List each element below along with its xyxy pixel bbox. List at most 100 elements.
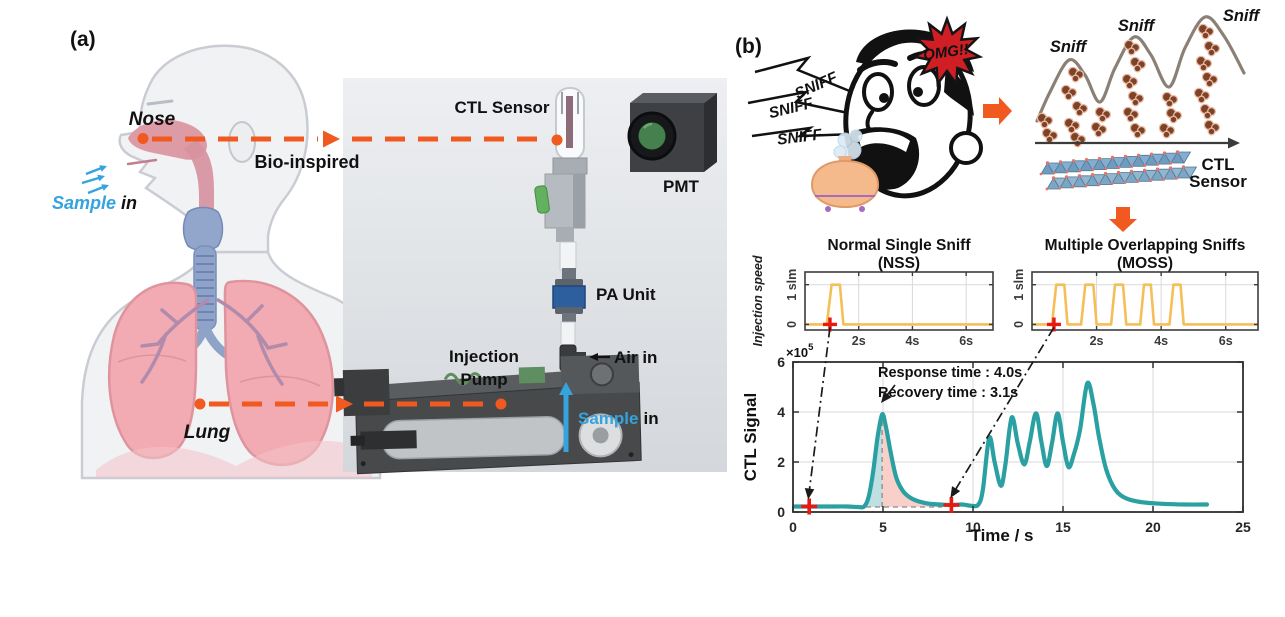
odor-molecule xyxy=(1063,117,1081,134)
sensor-axis-arrowhead xyxy=(1228,137,1240,149)
diffuser-foot-right xyxy=(859,206,865,212)
x-tick-label: 2s xyxy=(852,334,866,348)
molecule-atom xyxy=(1205,79,1214,88)
syringe-plunger xyxy=(360,430,417,450)
larynx xyxy=(182,206,224,252)
injection-pump-label-line2: Pump xyxy=(460,370,507,389)
injection-start-marker xyxy=(943,497,960,513)
molecule-atom xyxy=(1133,130,1142,139)
odor-molecule xyxy=(1199,103,1217,120)
sniff-motion-lines xyxy=(747,55,857,138)
odor-molecule xyxy=(1193,87,1211,104)
pump-roller-hub xyxy=(592,427,609,444)
sample-word: Sample xyxy=(52,193,116,213)
in-word: in xyxy=(121,193,137,213)
sample-in-label: Sample in xyxy=(52,193,137,213)
connector-line xyxy=(954,326,1055,491)
pa-top-knob xyxy=(562,268,576,280)
tube-lower xyxy=(560,321,576,347)
sniff-peak-label-3: Sniff xyxy=(1223,7,1261,25)
pmt-lens-green xyxy=(638,122,666,150)
x-tick-label: 4s xyxy=(1154,334,1168,348)
lattice-atom xyxy=(1103,171,1108,176)
connector-arrowhead xyxy=(804,488,815,500)
lattice-atom xyxy=(1045,187,1049,191)
mist-puff xyxy=(833,129,863,160)
moss-subtitle: (MOSS) xyxy=(1117,255,1173,272)
connector-arrowhead xyxy=(950,486,961,498)
x-tick-label: 6s xyxy=(1219,334,1233,348)
lattice-atom xyxy=(1136,153,1141,157)
molecule-atom xyxy=(1040,120,1049,129)
valve-green-handle xyxy=(534,185,550,214)
main-y-axis-label: CTL Signal xyxy=(741,393,760,481)
bronchial-branches xyxy=(140,298,288,386)
pump-sample-in-label: Sample in xyxy=(578,409,659,428)
x-tick-label: 20 xyxy=(1145,519,1161,535)
lattice-atom xyxy=(1129,169,1134,174)
sensor-inner-rod xyxy=(566,96,573,148)
axes-box xyxy=(1031,271,1259,331)
instrument-panel xyxy=(333,78,727,475)
odor-molecule xyxy=(1127,90,1145,107)
odor-molecule xyxy=(1201,71,1219,88)
pa-top-flange xyxy=(555,279,583,286)
y-tick-label: 6 xyxy=(777,354,785,370)
lattice-atom xyxy=(1110,182,1114,185)
omg-starburst xyxy=(910,15,984,88)
odor-molecule xyxy=(1090,121,1108,138)
pump-screw-right xyxy=(628,452,634,458)
valve-block-shade xyxy=(573,174,585,228)
trachea-ridges xyxy=(196,255,214,321)
connector-line xyxy=(885,384,896,397)
lattice-atom xyxy=(1071,159,1076,163)
odor-molecule xyxy=(1122,106,1140,123)
lattice-atom xyxy=(1175,150,1180,154)
lattice-atom xyxy=(1123,154,1128,159)
pmt-side-face xyxy=(704,93,717,172)
lattice-atom xyxy=(1065,170,1069,174)
molecule-atom xyxy=(1126,114,1135,123)
pump-left-cap xyxy=(342,368,390,417)
odor-molecule xyxy=(1195,55,1213,72)
sensor-axis-arrowhead xyxy=(1228,137,1240,149)
pa-unit-cylinder xyxy=(552,285,586,309)
omg-star-shape xyxy=(910,15,984,88)
x-tick-label: 6s xyxy=(959,334,973,348)
x-tick-label: 0 xyxy=(789,519,797,535)
lattice-atom xyxy=(1149,178,1153,182)
cartoon-ear xyxy=(949,131,983,165)
molecule-atom xyxy=(1127,47,1136,56)
odor-molecule xyxy=(1041,127,1059,144)
lattice-atom xyxy=(1168,166,1173,170)
odor-molecule xyxy=(1069,131,1087,148)
pmt-device xyxy=(627,93,717,172)
omg-label: OMG!! xyxy=(922,41,970,64)
odor-molecule xyxy=(1060,84,1078,101)
panel-b: (b) OMG!! SNIFF SNIFF SNIF xyxy=(735,7,1261,545)
pa-unit-label: PA Unit xyxy=(596,285,656,304)
x-tick-label: 2s xyxy=(1090,334,1104,348)
injection-pump-label-line1: Injection xyxy=(449,347,519,366)
moss-title: Multiple Overlapping Sniffs xyxy=(1045,237,1246,254)
sniff-shout-3: SNIFF xyxy=(776,126,823,148)
x-tick-label: 10 xyxy=(965,519,981,535)
chart-connector-arrows xyxy=(804,326,1055,500)
lattice-atom xyxy=(1091,168,1095,172)
eyebrow-line xyxy=(146,99,174,106)
pump-anchor-dot xyxy=(495,398,507,410)
ctl-sensor-lattice xyxy=(1039,150,1198,191)
lattice-atom xyxy=(1116,170,1121,175)
air-in-arrowhead xyxy=(589,353,598,361)
panel-a: (a) xyxy=(52,28,727,480)
lattice-atom xyxy=(1169,161,1173,165)
lung-fissure-right xyxy=(239,375,321,387)
tube-upper xyxy=(559,241,577,271)
lung-label: Lung xyxy=(184,422,231,443)
y-tick-label: 1 slm xyxy=(785,269,799,301)
molecule-atom xyxy=(1064,92,1073,101)
sniff-wave-illustration: Sniff Sniff Sniff CTL Sensor xyxy=(1035,7,1261,191)
lattice-atom xyxy=(1051,176,1056,180)
pump-green-coil xyxy=(443,372,483,386)
